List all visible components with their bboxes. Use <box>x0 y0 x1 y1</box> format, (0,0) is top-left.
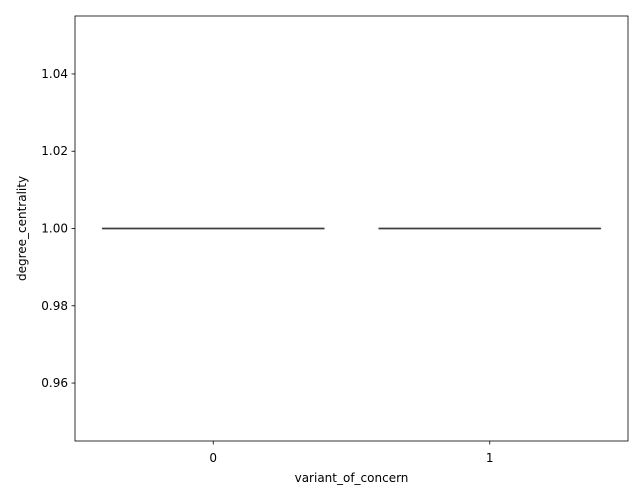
y-tick-label: 1.00 <box>41 222 68 236</box>
y-tick-label: 1.02 <box>41 144 68 158</box>
y-tick-label: 0.96 <box>41 376 68 390</box>
x-axis-label: variant_of_concern <box>295 471 409 485</box>
y-axis-ticks: 0.96 0.98 1.00 1.02 1.04 <box>41 67 75 390</box>
x-tick-label: 1 <box>486 451 494 465</box>
y-axis-label: degree_centrality <box>15 176 29 281</box>
y-tick-label: 1.04 <box>41 67 68 81</box>
y-tick-label: 0.98 <box>41 299 68 313</box>
x-tick-label: 0 <box>209 451 217 465</box>
